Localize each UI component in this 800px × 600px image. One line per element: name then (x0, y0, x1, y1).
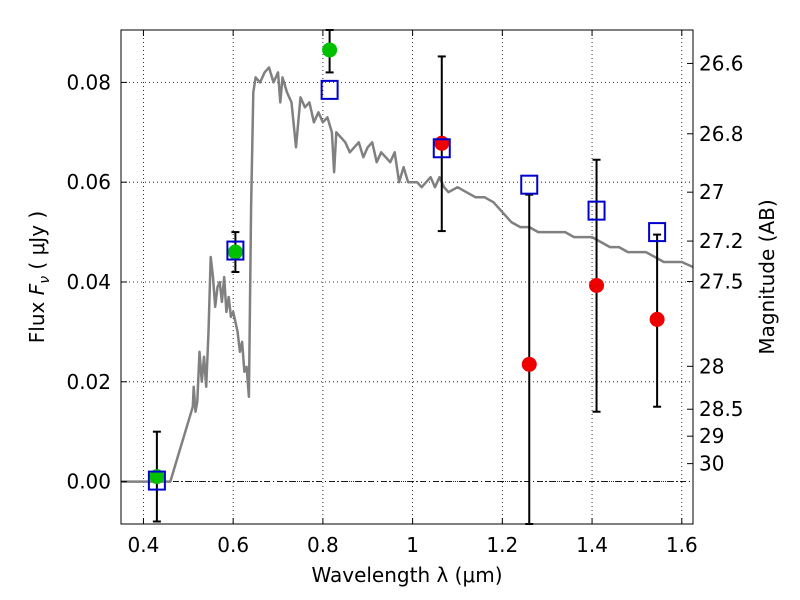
mag-tick-label: 27 (699, 180, 724, 204)
x-tick-label: 0.8 (307, 533, 339, 557)
magnitude-tick-labels: 26.6 26.8 27 27.2 27.5 28 28.5 29 30 (699, 51, 744, 475)
red-detections-marker (521, 356, 537, 372)
mag-tick-label: 30 (699, 452, 724, 476)
model-photometry-marker (320, 79, 339, 100)
y-axis-title-prefix: Flux (25, 295, 49, 343)
mag-tick-label: 27.2 (699, 229, 744, 253)
red-detections-marker (589, 277, 605, 293)
x-tick-label: 0.4 (128, 533, 160, 557)
y-tick-label: 0.04 (66, 270, 111, 294)
x-tick-label: 1.2 (486, 533, 518, 557)
green-detections-marker (322, 42, 338, 58)
red-detections-marker (649, 311, 665, 327)
model-spectrum-line (121, 66, 694, 483)
mag-tick-label: 26.6 (699, 51, 744, 75)
y-tick-label: 0.08 (66, 70, 111, 94)
model-photometry-marker (648, 222, 667, 243)
mag-tick-label: 26.8 (699, 122, 744, 146)
axis-ticks (121, 30, 693, 524)
green-detections-marker (227, 244, 243, 260)
y-tick-label: 0.00 (66, 470, 111, 494)
y-tick-label: 0.02 (66, 370, 111, 394)
plot-frame (120, 29, 694, 525)
model-photometry-marker (226, 240, 245, 261)
data-markers (147, 42, 667, 491)
y-axis-title: Flux Fν ( μJy ) (25, 211, 53, 343)
model-photometry-marker (432, 138, 451, 159)
mag-tick-label: 28.5 (699, 397, 744, 421)
model-photometry-marker (587, 200, 606, 221)
green-detections-marker (149, 469, 165, 485)
mag-tick-label: 28 (699, 354, 724, 378)
x-tick-label: 1.4 (576, 533, 608, 557)
y-axis-title-symbol: F (25, 283, 49, 295)
right-axis-title: Magnitude (AB) (755, 199, 779, 354)
mag-tick-label: 29 (699, 424, 724, 448)
red-detections-marker (434, 135, 450, 151)
y-axis-title-subscript: ν (37, 276, 53, 284)
mag-tick-label: 27.5 (699, 269, 744, 293)
model-photometry-marker (520, 174, 539, 195)
model-spectrum (121, 66, 694, 483)
y-tick-labels: 0.00 0.02 0.04 0.06 0.08 (66, 70, 111, 493)
y-axis-title-units: ( μJy ) (25, 211, 49, 276)
x-axis-title: Wavelength λ (μm) (311, 563, 502, 587)
y-tick-label: 0.06 (66, 170, 111, 194)
x-tick-labels: 0.4 0.6 0.8 1 1.2 1.4 1.6 (128, 533, 698, 557)
model-photometry-marker (147, 470, 166, 491)
x-tick-label: 0.6 (217, 533, 249, 557)
x-tick-label: 1 (406, 533, 419, 557)
x-tick-label: 1.6 (666, 533, 698, 557)
